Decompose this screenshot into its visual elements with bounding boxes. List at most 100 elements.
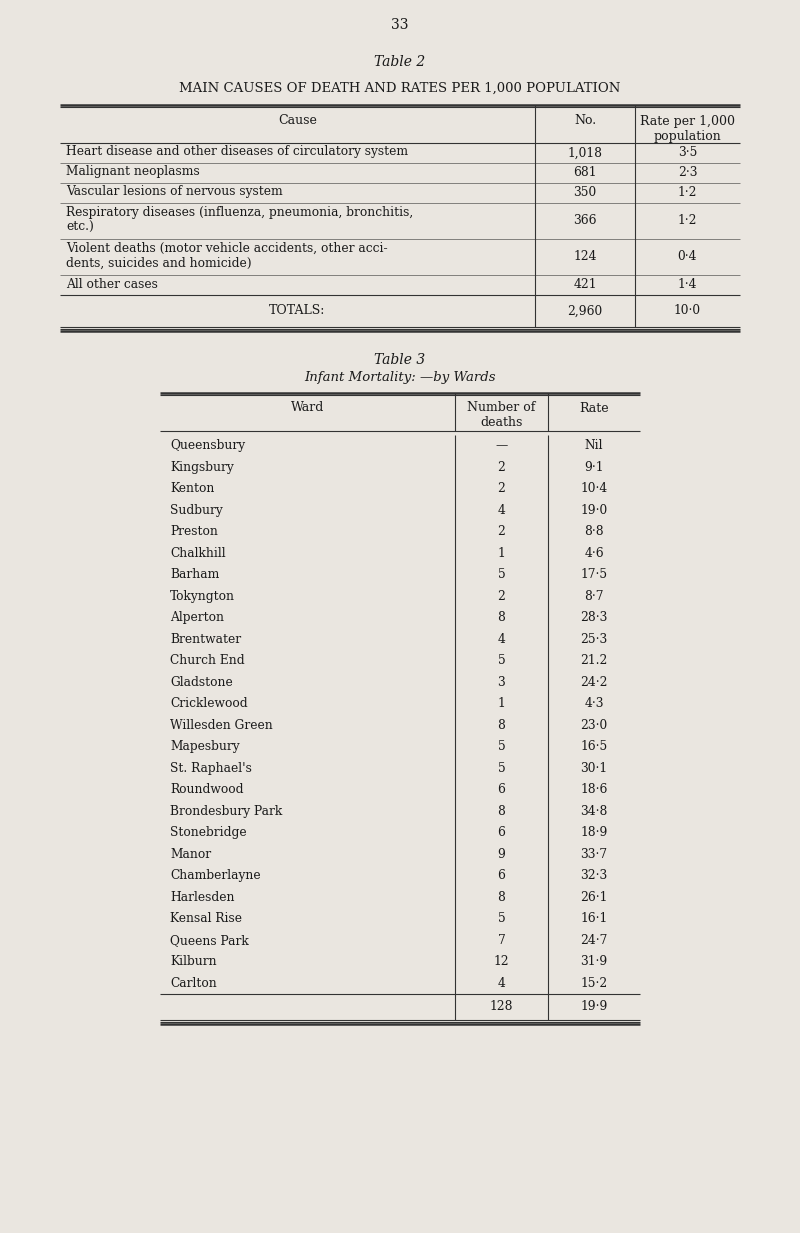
Text: 4·6: 4·6 [584,546,604,560]
Text: 5: 5 [498,762,506,774]
Text: 18·9: 18·9 [580,826,608,840]
Text: 23·0: 23·0 [580,719,608,731]
Text: Gladstone: Gladstone [170,676,233,689]
Text: Willesden Green: Willesden Green [170,719,273,731]
Text: 1·2: 1·2 [678,186,698,200]
Text: Harlesden: Harlesden [170,890,234,904]
Text: —: — [495,439,508,453]
Text: 34·8: 34·8 [580,805,608,817]
Text: 2: 2 [498,461,506,473]
Text: No.: No. [574,115,596,127]
Text: Kensal Rise: Kensal Rise [170,912,242,925]
Text: 2,960: 2,960 [567,305,602,318]
Text: TOTALS:: TOTALS: [270,305,326,318]
Text: 19·0: 19·0 [580,504,608,517]
Text: 1: 1 [498,697,506,710]
Text: Respiratory diseases (influenza, pneumonia, bronchitis,
etc.): Respiratory diseases (influenza, pneumon… [66,206,414,234]
Text: Preston: Preston [170,525,218,539]
Text: 1,018: 1,018 [567,147,602,159]
Text: Mapesbury: Mapesbury [170,740,240,753]
Text: Brondesbury Park: Brondesbury Park [170,805,282,817]
Text: 8: 8 [498,719,506,731]
Text: 0·4: 0·4 [678,250,698,264]
Text: Church End: Church End [170,655,245,667]
Text: 1·2: 1·2 [678,215,698,228]
Text: 15·2: 15·2 [580,977,608,990]
Text: Manor: Manor [170,848,211,861]
Text: 10·0: 10·0 [674,305,701,318]
Text: Kenton: Kenton [170,482,214,496]
Text: 17·5: 17·5 [581,568,607,581]
Text: 24·7: 24·7 [580,933,608,947]
Text: Cricklewood: Cricklewood [170,697,248,710]
Text: 1: 1 [498,546,506,560]
Text: 2: 2 [498,525,506,539]
Text: 3: 3 [498,676,506,689]
Text: 128: 128 [490,1000,514,1014]
Text: 8·7: 8·7 [584,589,604,603]
Text: Kilburn: Kilburn [170,956,217,968]
Text: 33·7: 33·7 [581,848,607,861]
Text: Kingsbury: Kingsbury [170,461,234,473]
Text: 6: 6 [498,869,506,883]
Text: 2·3: 2·3 [678,166,698,180]
Text: Malignant neoplasms: Malignant neoplasms [66,165,200,179]
Text: 1·4: 1·4 [678,279,698,291]
Text: Cause: Cause [278,115,317,127]
Text: MAIN CAUSES OF DEATH AND RATES PER 1,000 POPULATION: MAIN CAUSES OF DEATH AND RATES PER 1,000… [179,83,621,95]
Text: 10·4: 10·4 [580,482,608,496]
Text: Queensbury: Queensbury [170,439,245,453]
Text: Queens Park: Queens Park [170,933,249,947]
Text: 7: 7 [498,933,506,947]
Text: Ward: Ward [291,401,324,414]
Text: Tokyngton: Tokyngton [170,589,235,603]
Text: Violent deaths (motor vehicle accidents, other acci-
dents, suicides and homicid: Violent deaths (motor vehicle accidents,… [66,242,388,270]
Text: Number of
deaths: Number of deaths [467,401,536,429]
Text: Alperton: Alperton [170,612,224,624]
Text: 9: 9 [498,848,506,861]
Text: 124: 124 [574,250,597,264]
Text: 5: 5 [498,912,506,925]
Text: 26·1: 26·1 [580,890,608,904]
Text: Heart disease and other diseases of circulatory system: Heart disease and other diseases of circ… [66,145,408,159]
Text: Rate per 1,000
population: Rate per 1,000 population [640,115,735,143]
Text: Nil: Nil [585,439,603,453]
Text: Roundwood: Roundwood [170,783,243,797]
Text: 21.2: 21.2 [580,655,608,667]
Text: 5: 5 [498,740,506,753]
Text: 25·3: 25·3 [580,633,608,646]
Text: 2: 2 [498,589,506,603]
Text: 366: 366 [574,215,597,228]
Text: 32·3: 32·3 [580,869,608,883]
Text: 28·3: 28·3 [580,612,608,624]
Text: 6: 6 [498,783,506,797]
Text: 8: 8 [498,890,506,904]
Text: 31·9: 31·9 [580,956,608,968]
Text: 8·8: 8·8 [584,525,604,539]
Text: 3·5: 3·5 [678,147,697,159]
Text: 30·1: 30·1 [581,762,607,774]
Text: Sudbury: Sudbury [170,504,222,517]
Text: 4: 4 [498,504,506,517]
Text: 421: 421 [574,279,597,291]
Text: 12: 12 [494,956,510,968]
Text: 8: 8 [498,805,506,817]
Text: Chalkhill: Chalkhill [170,546,226,560]
Text: Table 2: Table 2 [374,55,426,69]
Text: 5: 5 [498,568,506,581]
Text: All other cases: All other cases [66,277,158,291]
Text: Table 3: Table 3 [374,353,426,367]
Text: 681: 681 [574,166,597,180]
Text: Infant Mortality: —by Wards: Infant Mortality: —by Wards [304,371,496,383]
Text: 350: 350 [574,186,597,200]
Text: Brentwater: Brentwater [170,633,241,646]
Text: 33: 33 [391,18,409,32]
Text: 5: 5 [498,655,506,667]
Text: 8: 8 [498,612,506,624]
Text: 18·6: 18·6 [580,783,608,797]
Text: 4: 4 [498,633,506,646]
Text: Vascular lesions of nervous system: Vascular lesions of nervous system [66,185,282,199]
Text: 2: 2 [498,482,506,496]
Text: Stonebridge: Stonebridge [170,826,246,840]
Text: 6: 6 [498,826,506,840]
